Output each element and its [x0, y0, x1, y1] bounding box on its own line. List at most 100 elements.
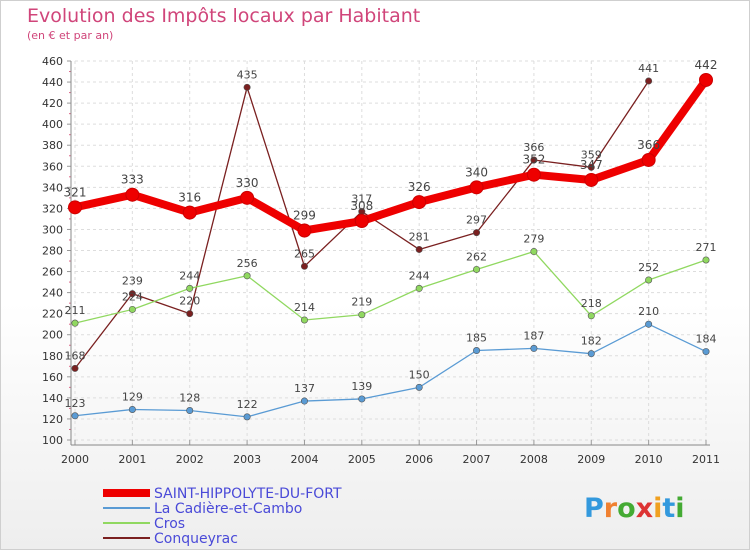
series-3 [71, 77, 653, 372]
data-point [645, 276, 653, 284]
data-point [300, 316, 308, 324]
logo-letter: i [675, 493, 684, 524]
x-tick-label: 2009 [577, 453, 605, 466]
data-point [358, 395, 366, 403]
data-point [530, 344, 538, 352]
data-label: 316 [178, 191, 201, 205]
data-point [473, 229, 481, 237]
series-line [71, 75, 710, 235]
y-tick-label: 400 [42, 118, 63, 131]
data-point [71, 412, 79, 420]
data-point [473, 265, 481, 273]
data-label: 182 [581, 335, 602, 348]
x-tick-label: 2003 [233, 453, 261, 466]
y-tick-label: 380 [42, 139, 63, 152]
data-label: 359 [581, 148, 602, 161]
data-label: 308 [350, 199, 373, 213]
data-label: 252 [638, 261, 659, 274]
series-1 [71, 320, 710, 421]
data-label: 239 [122, 275, 143, 288]
series-0 [68, 72, 713, 238]
data-label: 122 [237, 398, 258, 411]
x-tick-label: 2007 [463, 453, 491, 466]
x-tick-label: 2000 [61, 453, 89, 466]
data-label: 244 [409, 269, 430, 282]
legend-label: Cros [154, 516, 185, 532]
grid-lines [74, 60, 707, 441]
data-label: 139 [351, 380, 372, 393]
data-label: 210 [638, 305, 659, 318]
data-label: 220 [179, 295, 200, 308]
y-tick-label: 440 [42, 76, 63, 89]
x-tick-label: 2008 [520, 453, 548, 466]
data-label: 214 [294, 301, 315, 314]
data-label: 168 [65, 349, 86, 362]
data-label: 218 [581, 297, 602, 310]
data-label: 185 [466, 332, 487, 345]
data-label: 340 [465, 165, 488, 179]
data-label: 317 [351, 193, 372, 206]
series-2 [71, 248, 710, 327]
data-label: 256 [237, 257, 258, 270]
data-point [297, 223, 312, 238]
x-tick-label: 2010 [635, 453, 663, 466]
data-point [645, 320, 653, 328]
data-point [243, 413, 251, 421]
data-point [354, 214, 369, 229]
y-tick-label: 360 [42, 160, 63, 173]
y-tick-label: 420 [42, 97, 63, 110]
data-point [415, 245, 423, 253]
data-point [645, 77, 653, 85]
data-point [702, 256, 710, 264]
y-tick-label: 160 [42, 371, 63, 384]
logo-letter: r [604, 493, 618, 524]
data-label: 321 [64, 185, 87, 199]
y-tick-label: 180 [42, 350, 63, 363]
data-label: 219 [351, 296, 372, 309]
series-line [74, 323, 707, 418]
data-label: 123 [65, 397, 86, 410]
y-tick-label: 300 [42, 223, 63, 236]
data-label: 326 [408, 180, 431, 194]
data-label: 265 [294, 247, 315, 260]
y-tick-label: 220 [42, 308, 63, 321]
x-tick-label: 2002 [176, 453, 204, 466]
data-label: 366 [523, 141, 544, 154]
y-tick-label: 140 [42, 392, 63, 405]
logo-letter: t [662, 493, 675, 524]
legend-label: SAINT-HIPPOLYTE-DU-FORT [154, 486, 342, 502]
data-label: 297 [466, 214, 487, 227]
data-point [641, 152, 656, 167]
data-point [699, 72, 713, 87]
data-label: 330 [236, 176, 259, 190]
data-label: 271 [696, 241, 717, 254]
data-label: 442 [695, 58, 718, 72]
data-label: 244 [179, 269, 200, 282]
data-label: 441 [638, 62, 659, 75]
data-point [300, 397, 308, 405]
data-label: 128 [179, 392, 200, 405]
logo-letter: x [636, 493, 653, 524]
data-point [128, 405, 136, 413]
data-point [240, 190, 255, 205]
y-tick-label: 100 [42, 434, 63, 447]
data-point [128, 290, 136, 298]
x-tick-label: 2004 [290, 453, 318, 466]
data-point [469, 180, 484, 195]
data-point [186, 407, 194, 415]
series-lines [68, 72, 713, 421]
y-tick-label: 240 [42, 287, 63, 300]
logo-letter: P [584, 493, 604, 524]
data-label: 299 [293, 208, 316, 222]
data-label: 150 [409, 368, 430, 381]
y-tick-label: 260 [42, 266, 63, 279]
logo-letter: i [653, 493, 662, 524]
data-label: 352 [522, 153, 545, 167]
x-tick-label: 2005 [348, 453, 376, 466]
data-label: 279 [523, 233, 544, 246]
axes: 1001201401601802002202402602803003203403… [42, 55, 720, 466]
x-tick-label: 2001 [118, 453, 146, 466]
